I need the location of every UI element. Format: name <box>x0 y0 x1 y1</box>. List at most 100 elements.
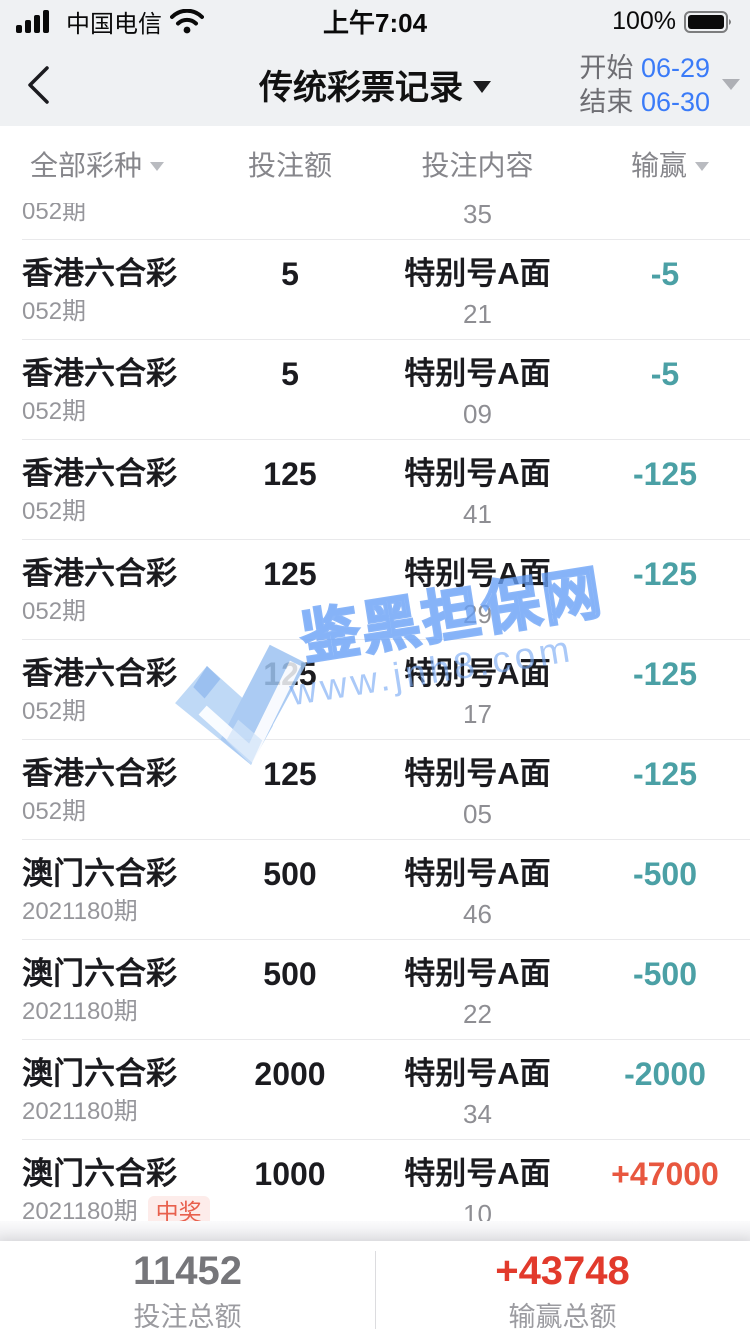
bet-total-value: 11452 <box>132 1249 243 1294</box>
carrier-label: 中国电信 <box>66 11 162 39</box>
row-number: 34 <box>463 1098 492 1129</box>
status-bar: 中国电信 上午7:04 100% <box>0 0 750 44</box>
wifi-icon <box>170 9 204 34</box>
row-period: 2021180期 <box>22 897 138 925</box>
gap-strip <box>0 1221 750 1242</box>
record-row[interactable]: 澳门六合彩 2021180期 500 特别号A面 46 -500 <box>0 838 750 939</box>
row-bet-content: 特别号A面 <box>404 255 551 291</box>
column-header-bet-amount: 投注额 <box>215 144 365 184</box>
row-period: 052期 <box>22 697 87 725</box>
row-bet-content: 特别号A面 <box>404 555 551 591</box>
row-result: -500 <box>632 855 698 892</box>
row-number: 17 <box>463 698 492 729</box>
row-number: 35 <box>463 202 492 229</box>
filter-lottery-type[interactable]: 全部彩种 <box>0 144 215 184</box>
record-row[interactable]: 香港六合彩 052期 5 特别号A面 21 -5 <box>0 238 750 339</box>
row-period: 2021180期 <box>22 1097 138 1125</box>
bet-total-label: 投注总额 <box>133 1302 242 1333</box>
summary-bar: 11452 投注总额 +43748 输赢总额 <box>0 1241 750 1334</box>
row-bet-content: 特别号A面 <box>404 755 551 791</box>
title-caret-icon <box>473 80 491 93</box>
row-bet-content: 特别号A面 <box>404 455 551 491</box>
back-button[interactable] <box>14 61 62 109</box>
filter-win-loss[interactable]: 输赢 <box>590 144 750 184</box>
row-period: 052期 <box>22 597 87 625</box>
record-row[interactable]: 香港六合彩 052期 125 特别号A面 29 -125 <box>0 538 750 639</box>
row-bet-content: 特别号A面 <box>404 355 551 391</box>
cellular-signal-icon <box>16 9 49 33</box>
partial-row: 052期 35 <box>0 203 750 239</box>
row-lottery-name: 澳门六合彩 <box>22 1055 177 1091</box>
row-lottery-name: 香港六合彩 <box>22 455 177 491</box>
row-bet-amount: 1000 <box>254 1155 326 1192</box>
end-date-row: 结束 06-30 <box>579 85 710 119</box>
row-result: +47000 <box>611 1155 719 1192</box>
end-date-value: 06-30 <box>640 87 710 118</box>
column-header-bet-content: 投注内容 <box>365 144 590 184</box>
row-bet-content: 特别号A面 <box>404 655 551 691</box>
record-row[interactable]: 澳门六合彩 2021180期 500 特别号A面 22 -500 <box>0 938 750 1039</box>
page-title: 传统彩票记录 <box>259 69 463 108</box>
row-number: 22 <box>463 998 492 1029</box>
row-number: 41 <box>463 498 492 529</box>
row-result: -125 <box>632 555 698 592</box>
row-lottery-name: 香港六合彩 <box>22 255 177 291</box>
row-bet-amount: 2000 <box>254 1055 326 1092</box>
row-result: -125 <box>632 455 698 492</box>
row-number: 10 <box>463 1198 492 1222</box>
date-range-caret-icon[interactable] <box>722 79 740 91</box>
row-lottery-name: 澳门六合彩 <box>22 1155 177 1191</box>
row-period: 2021180期 <box>22 1197 138 1222</box>
winloss-total-label: 输赢总额 <box>508 1302 617 1333</box>
clock-time: 上午7:04 <box>322 8 428 39</box>
row-period: 052期 <box>22 797 87 825</box>
battery-percent: 100% <box>612 7 677 36</box>
battery-icon <box>684 10 732 33</box>
record-row[interactable]: 香港六合彩 052期 5 特别号A面 09 -5 <box>0 338 750 439</box>
row-number: 46 <box>463 898 492 929</box>
row-bet-amount: 5 <box>281 355 299 392</box>
row-period: 2021180期 <box>22 997 138 1025</box>
winloss-total-value: +43748 <box>495 1249 630 1294</box>
win-loss-header-label: 输赢 <box>630 150 687 182</box>
row-lottery-name: 香港六合彩 <box>22 755 177 791</box>
row-bet-amount: 125 <box>263 555 317 592</box>
record-row[interactable]: 香港六合彩 052期 125 特别号A面 17 -125 <box>0 638 750 739</box>
row-number: 29 <box>463 598 492 629</box>
row-period: 052期 <box>22 497 87 525</box>
start-date-label: 开始 <box>579 53 634 84</box>
back-chevron-icon <box>28 66 49 105</box>
row-bet-amount: 125 <box>263 655 317 692</box>
row-result: -125 <box>632 755 698 792</box>
row-bet-amount: 500 <box>263 855 317 892</box>
row-bet-content: 特别号A面 <box>404 1155 551 1191</box>
row-lottery-name: 香港六合彩 <box>22 355 177 391</box>
row-bet-amount: 125 <box>263 755 317 792</box>
row-bet-content: 特别号A面 <box>404 955 551 991</box>
row-lottery-name: 香港六合彩 <box>22 655 177 691</box>
row-number: 21 <box>463 298 492 329</box>
filter-lottery-caret-icon <box>150 161 165 171</box>
start-date-value: 06-29 <box>640 53 710 84</box>
record-row[interactable]: 香港六合彩 052期 125 特别号A面 41 -125 <box>0 438 750 539</box>
row-result: -5 <box>650 255 680 292</box>
title-dropdown[interactable]: 传统彩票记录 <box>259 60 491 109</box>
win-badge: 中奖 <box>147 1195 210 1222</box>
record-row[interactable]: 香港六合彩 052期 125 特别号A面 05 -125 <box>0 738 750 839</box>
row-lottery-name: 澳门六合彩 <box>22 855 177 891</box>
row-bet-amount: 500 <box>263 955 317 992</box>
start-date-row: 开始 06-29 <box>579 51 710 85</box>
row-period: 052期 <box>22 202 87 225</box>
summary-divider <box>375 1251 376 1330</box>
row-result: -125 <box>632 655 698 692</box>
row-number: 09 <box>463 398 492 429</box>
record-row[interactable]: 澳门六合彩 2021180期 2000 特别号A面 34 -2000 <box>0 1038 750 1139</box>
winloss-total-block: +43748 输赢总额 <box>375 1241 750 1334</box>
row-lottery-name: 香港六合彩 <box>22 555 177 591</box>
row-result: -5 <box>650 355 680 392</box>
end-date-label: 结束 <box>579 87 634 118</box>
nav-bar: 传统彩票记录 开始 06-29 结束 06-30 <box>0 43 750 126</box>
date-range-picker[interactable]: 开始 06-29 结束 06-30 <box>579 51 710 119</box>
record-row[interactable]: 澳门六合彩 2021180期 中奖 1000 特别号A面 10 +47000 <box>0 1138 750 1222</box>
row-bet-amount: 5 <box>281 255 299 292</box>
